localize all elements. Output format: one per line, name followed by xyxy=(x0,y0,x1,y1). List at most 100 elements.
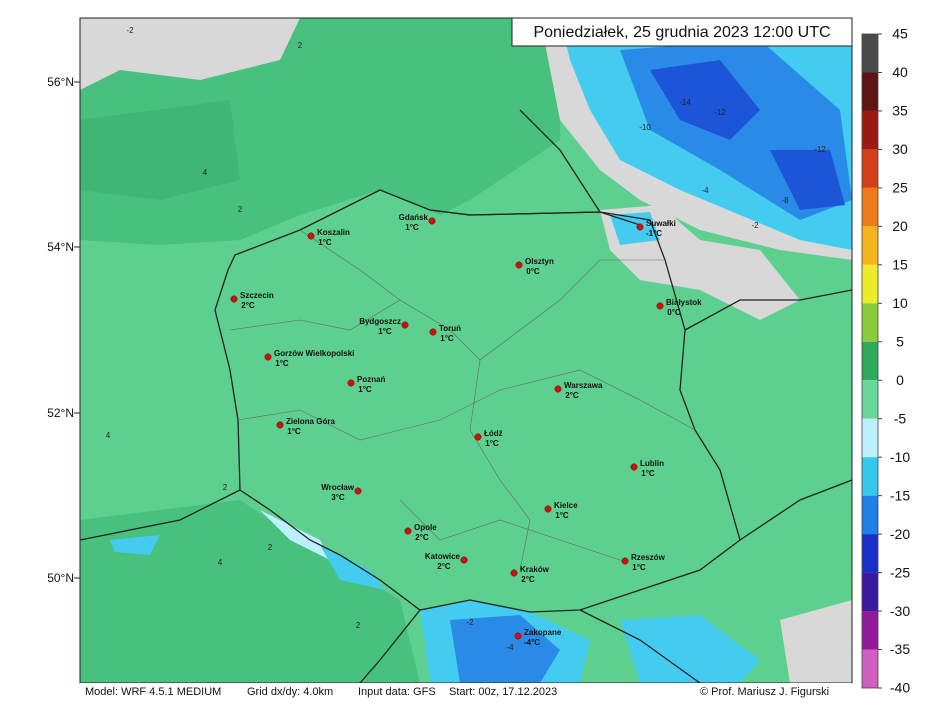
city-marker xyxy=(347,379,355,387)
colorbar-segment xyxy=(862,264,878,304)
colorbar-segment xyxy=(862,110,878,150)
city-marker xyxy=(636,223,644,231)
footer-model: Model: WRF 4.5.1 MEDIUM xyxy=(85,686,221,698)
city-temp: 2°C xyxy=(565,391,579,400)
colorbar-label: -15 xyxy=(890,487,910,503)
city-name: Rzeszów xyxy=(631,553,666,562)
contour-label: -2 xyxy=(751,221,759,230)
colorbar-label: 35 xyxy=(892,103,908,119)
latitude-label: 56°N xyxy=(47,75,74,89)
city-marker xyxy=(230,295,238,303)
colorbar-segment xyxy=(862,34,878,73)
city-temp: 1°C xyxy=(378,327,392,336)
colorbar-segment xyxy=(862,457,878,496)
colorbar-label: 10 xyxy=(892,295,908,311)
city-temp: 2°C xyxy=(241,301,255,310)
footer-band xyxy=(80,683,852,700)
colorbar-frame xyxy=(861,33,879,689)
colorbar-segment xyxy=(862,495,878,535)
map-title: Poniedziałek, 25 grudnia 2023 12:00 UTC xyxy=(533,24,830,41)
city-name: Bydgoszcz xyxy=(359,317,401,326)
contour-label: -4 xyxy=(701,186,709,195)
colorbar-segment xyxy=(862,418,878,458)
city-marker xyxy=(510,569,518,577)
city-name: Białystok xyxy=(666,298,702,307)
city-marker xyxy=(404,527,412,535)
map-field xyxy=(80,18,852,683)
city-marker xyxy=(656,302,664,310)
colorbar-segment xyxy=(862,187,878,227)
city-temp: 3°C xyxy=(331,493,345,502)
contour-label: -2 xyxy=(126,26,134,35)
colorbar-segment xyxy=(862,380,878,419)
city-temp: 1°C xyxy=(358,385,372,394)
colorbar-label: -20 xyxy=(890,526,910,542)
contour-label: 2 xyxy=(223,483,228,492)
city-temp: 1°C xyxy=(641,469,655,478)
city-name: Katowice xyxy=(425,552,461,561)
colorbar-segment xyxy=(862,611,878,650)
colorbar-segment xyxy=(862,149,878,188)
colorbar-label: -30 xyxy=(890,603,910,619)
colorbar-label: 30 xyxy=(892,141,908,157)
contour-label: -2 xyxy=(466,618,474,627)
colorbar-label: 40 xyxy=(892,64,908,80)
colorbar-segment xyxy=(862,572,878,612)
city-name: Warszawa xyxy=(564,381,603,390)
city-name: Lublin xyxy=(640,459,664,468)
contour-label: -4 xyxy=(506,643,514,652)
contour-label: -10 xyxy=(639,123,651,132)
city-temp: 1°C xyxy=(275,359,289,368)
city-temp: 1°C xyxy=(632,563,646,572)
contour-label: 4 xyxy=(218,558,223,567)
colorbar-label: -35 xyxy=(890,641,910,657)
colorbar-label: 0 xyxy=(896,372,904,388)
contour-label: -14 xyxy=(679,98,691,107)
city-temp: 2°C xyxy=(437,562,451,571)
colorbar-segment xyxy=(862,303,878,342)
city-name: Olsztyn xyxy=(525,257,554,266)
contour-label: 4 xyxy=(106,431,111,440)
contour-label: -12 xyxy=(714,108,726,117)
colorbar-label: 45 xyxy=(892,26,908,42)
city-marker xyxy=(428,217,436,225)
colorbar-label: -5 xyxy=(894,410,907,426)
colorbar-label: -40 xyxy=(890,680,910,696)
city-temp: 2°C xyxy=(415,533,429,542)
city-name: Zakopane xyxy=(524,628,562,637)
city-marker xyxy=(554,385,562,393)
city-name: Suwałki xyxy=(646,219,676,228)
city-marker xyxy=(515,261,523,269)
city-temp: 0°C xyxy=(526,267,540,276)
colorbar-label: 20 xyxy=(892,218,908,234)
city-name: Gorzów Wielkopolski xyxy=(274,349,354,358)
city-name: Poznań xyxy=(357,375,386,384)
city-name: Opole xyxy=(414,523,437,532)
city-marker xyxy=(474,433,482,441)
contour-label: 2 xyxy=(298,41,303,50)
contour-label: 2 xyxy=(268,543,273,552)
latitude-label: 50°N xyxy=(47,571,74,585)
city-name: Zielona Góra xyxy=(286,417,335,426)
city-name: Toruń xyxy=(439,324,461,333)
city-name: Łódź xyxy=(484,429,503,438)
latitude-label: 54°N xyxy=(47,240,74,254)
colorbar-segment xyxy=(862,72,878,111)
colorbar-segment xyxy=(862,534,878,573)
city-name: Koszalin xyxy=(317,228,350,237)
contour-label: 2 xyxy=(238,205,243,214)
contour-label: -8 xyxy=(781,196,789,205)
city-temp: 1°C xyxy=(287,427,301,436)
footer-grid: Grid dx/dy: 4.0km xyxy=(247,686,333,698)
colorbar-segment xyxy=(862,226,878,265)
city-temp: 0°C xyxy=(667,308,681,317)
city-marker xyxy=(630,463,638,471)
colorbar-label: 15 xyxy=(892,257,908,273)
footer-credit: © Prof. Mariusz J. Figurski xyxy=(700,686,829,698)
contour-label: -12 xyxy=(814,145,826,154)
city-marker xyxy=(621,557,629,565)
city-marker xyxy=(354,487,362,495)
contour-label: 4 xyxy=(203,168,208,177)
